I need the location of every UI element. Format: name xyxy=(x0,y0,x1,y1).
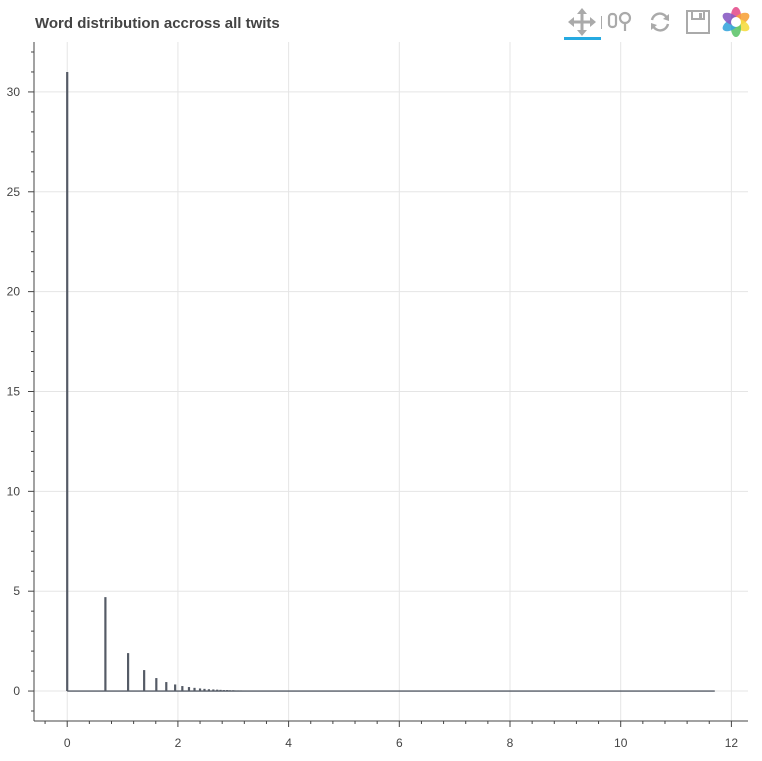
y-tick-label: 0 xyxy=(13,684,20,698)
reset-icon xyxy=(650,12,670,32)
x-tick-label: 0 xyxy=(64,736,71,750)
y-tick-label: 30 xyxy=(7,85,21,99)
grid xyxy=(34,42,748,721)
x-tick-label: 4 xyxy=(285,736,292,750)
reset-tool-button[interactable] xyxy=(645,6,675,38)
bokeh-logo-link[interactable] xyxy=(721,6,751,38)
axes: 0 5 10 15 20 25 30 0 2 4 6 8 10 12 xyxy=(7,42,748,750)
x-tick-label: 2 xyxy=(175,736,182,750)
pan-tool-button[interactable] xyxy=(567,6,597,38)
x-tick-label: 6 xyxy=(396,736,403,750)
y-tick-label: 5 xyxy=(13,584,20,598)
x-tick-label: 10 xyxy=(614,736,628,750)
chart-title: Word distribution accross all twits xyxy=(35,15,280,32)
bars xyxy=(66,71,715,692)
save-tool-button[interactable] xyxy=(683,6,713,38)
x-tick-label: 8 xyxy=(507,736,514,750)
zoom-tool-button[interactable] xyxy=(606,6,636,38)
save-icon xyxy=(686,10,710,34)
box-zoom-icon xyxy=(607,11,632,31)
y-tick-label: 15 xyxy=(7,384,21,398)
x-tick-label: 12 xyxy=(725,736,739,750)
y-tick-label: 25 xyxy=(7,185,21,199)
plot-toolbar xyxy=(560,4,760,44)
pan-icon xyxy=(568,8,596,36)
active-tool-indicator xyxy=(564,37,601,40)
y-tick-label: 10 xyxy=(7,484,21,498)
toolbar-divider xyxy=(601,16,602,29)
y-tick-label: 20 xyxy=(7,285,21,299)
bokeh-logo-icon xyxy=(722,7,750,37)
